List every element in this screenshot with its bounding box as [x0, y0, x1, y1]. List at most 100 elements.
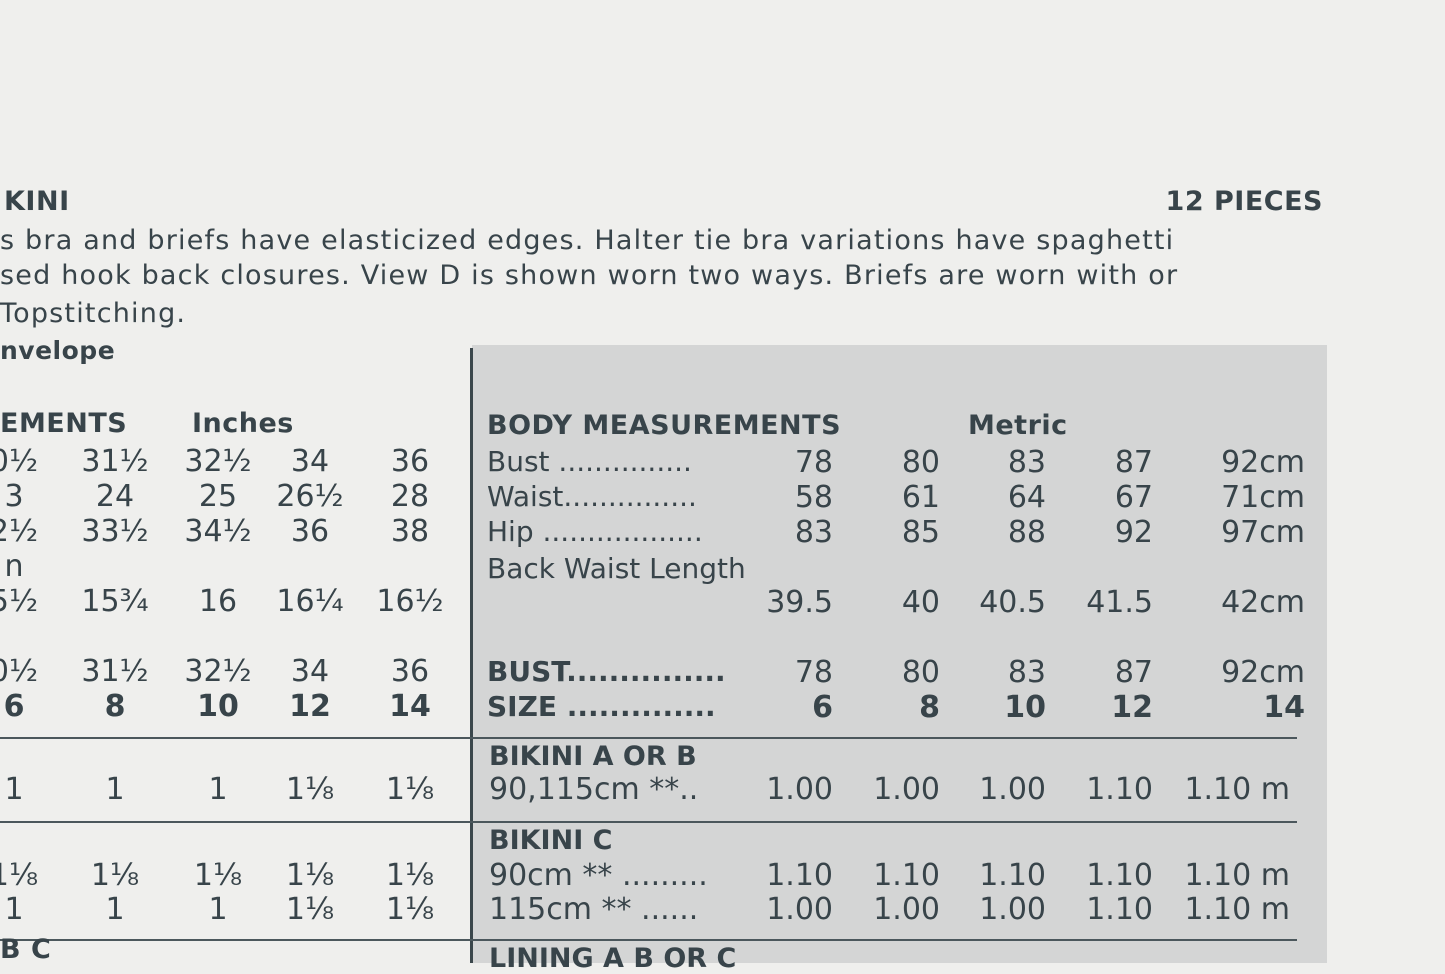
metric-cell: 40.5 — [979, 585, 1046, 620]
inches-cell: 14 — [389, 689, 431, 724]
column-divider — [470, 348, 473, 963]
yardage-label: 115cm ** ...... — [489, 892, 699, 927]
yardage-cell: 1.10 — [1086, 772, 1153, 807]
metric-cell: 10 — [1004, 690, 1046, 725]
metric-panel-background — [472, 345, 1327, 963]
metric-cell: 80 — [901, 655, 940, 690]
inches-cell: 1 — [4, 772, 24, 807]
measurement-label: Waist............... — [487, 480, 697, 513]
section-title: LINING A B OR C — [489, 943, 737, 974]
metric-cell: 64 — [1007, 480, 1046, 515]
measurement-label: Hip .................. — [487, 515, 703, 548]
yardage-cell: 1.10 — [1086, 858, 1153, 893]
inches-cell: 31½ — [81, 654, 149, 689]
metric-cell: 83 — [1007, 655, 1046, 690]
inches-cell: 32½ — [184, 444, 252, 479]
metric-cell: 12 — [1111, 690, 1153, 725]
metric-cell: 85 — [901, 515, 940, 550]
measurement-label: SIZE .............. — [487, 690, 716, 723]
inches-cell: 1 — [4, 892, 24, 927]
inches-cell: 1⅛ — [385, 772, 435, 807]
inches-cell: 31½ — [81, 444, 149, 479]
inches-cell: 1⅛ — [285, 858, 335, 893]
metric-cell: 88 — [1007, 515, 1046, 550]
inches-cell: 12 — [289, 689, 331, 724]
metric-cell: 92 — [1114, 515, 1153, 550]
pattern-title: KINI — [4, 186, 70, 217]
inches-cell: 8 — [104, 689, 126, 724]
yardage-cell: 1.10 m — [1184, 858, 1290, 893]
metric-heading: BODY MEASUREMENTS — [487, 410, 842, 441]
inches-cell: 1⅛ — [385, 892, 435, 927]
inches-cell: 33½ — [81, 514, 149, 549]
inches-cell: 5½ — [0, 584, 39, 619]
metric-cell: 92cm — [1221, 655, 1305, 690]
metric-cell: 67 — [1114, 480, 1153, 515]
description-line: sed hook back closures. View D is shown … — [0, 260, 1179, 291]
inches-cell: 34 — [290, 654, 330, 689]
metric-cell: 97cm — [1221, 515, 1305, 550]
metric-unit: Metric — [968, 410, 1068, 441]
envelope-label: nvelope — [0, 336, 116, 365]
yardage-cell: 1.10 — [979, 858, 1046, 893]
inches-cell: 6 — [3, 689, 25, 724]
section-title: BIKINI A OR B — [489, 741, 697, 772]
yardage-cell: 1.00 — [766, 772, 833, 807]
inches-cell: 38 — [390, 514, 430, 549]
yardage-cell: 1.00 — [873, 772, 940, 807]
inches-cell: 1⅛ — [193, 858, 243, 893]
measurement-label: BUST............... — [487, 655, 726, 688]
metric-cell: 87 — [1114, 655, 1153, 690]
inches-unit: Inches — [192, 408, 294, 439]
inches-cell: 36 — [290, 514, 330, 549]
metric-cell: 41.5 — [1086, 585, 1153, 620]
row-divider — [0, 821, 1297, 823]
metric-cell: 83 — [1007, 445, 1046, 480]
inches-cell: 10 — [197, 689, 239, 724]
yardage-cell: 1.00 — [873, 892, 940, 927]
inches-cell: 25 — [198, 479, 238, 514]
metric-cell: 80 — [901, 445, 940, 480]
inches-cell: 32½ — [184, 654, 252, 689]
metric-cell: 42cm — [1221, 585, 1305, 620]
cut-label: B C — [0, 934, 52, 965]
inches-cell: 2½ — [0, 514, 39, 549]
inches-cell: 1 — [105, 772, 125, 807]
inches-cell: 36 — [390, 444, 430, 479]
inches-cell: 16 — [198, 584, 238, 619]
inches-cell: 3 — [4, 479, 24, 514]
measurement-label: Back Waist Length — [487, 552, 746, 585]
inches-cell: 34½ — [184, 514, 252, 549]
yardage-cell: 1.10 m — [1184, 772, 1290, 807]
yardage-label: 90,115cm **.. — [489, 772, 699, 807]
metric-cell: 78 — [794, 445, 833, 480]
yardage-label: 90cm ** ......... — [489, 858, 708, 893]
yardage-cell: 1.10 — [873, 858, 940, 893]
metric-cell: 58 — [794, 480, 833, 515]
inches-cell: 1 — [208, 892, 228, 927]
yardage-cell: 1.00 — [979, 892, 1046, 927]
inches-cell: 16¼ — [276, 584, 344, 619]
inches-cell: 1 — [105, 892, 125, 927]
inches-cell: 36 — [390, 654, 430, 689]
metric-cell: 6 — [812, 690, 833, 725]
inches-cell: 34 — [290, 444, 330, 479]
inches-cell: 0½ — [0, 654, 39, 689]
metric-cell: 78 — [794, 655, 833, 690]
yardage-cell: 1.10 — [766, 858, 833, 893]
inches-cell: 1 — [208, 772, 228, 807]
pieces-count: 12 PIECES — [1165, 186, 1323, 217]
metric-cell: 83 — [794, 515, 833, 550]
yardage-cell: 1.00 — [766, 892, 833, 927]
metric-cell: 8 — [919, 690, 940, 725]
measurement-label: Bust ............... — [487, 445, 692, 478]
row-divider — [0, 939, 1297, 941]
row-divider — [0, 737, 1297, 739]
section-title: BIKINI C — [489, 825, 613, 856]
yardage-cell: 1.10 — [1086, 892, 1153, 927]
inches-cell: 0½ — [0, 444, 39, 479]
metric-cell: 71cm — [1221, 480, 1305, 515]
inches-cell: n — [4, 549, 24, 584]
metric-cell: 14 — [1263, 690, 1305, 725]
metric-cell: 39.5 — [766, 585, 833, 620]
